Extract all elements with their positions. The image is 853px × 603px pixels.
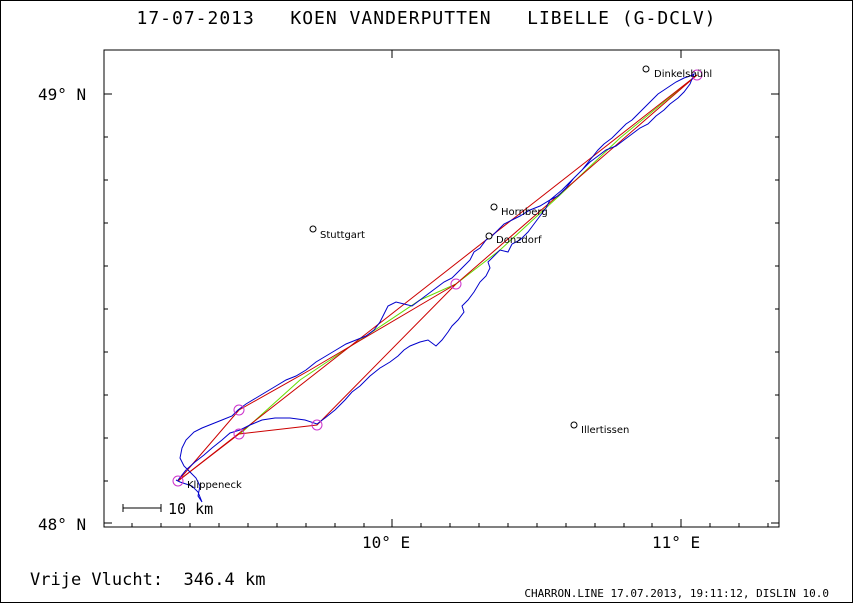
place-illertissen: Illertissen <box>570 421 629 436</box>
bottom-ticks <box>131 519 769 527</box>
place-marker-icon <box>485 232 493 240</box>
scale-label: 10 km <box>168 500 213 518</box>
flight-title: 17-07-2013 KOEN VANDERPUTTEN LIBELLE (G-… <box>0 8 853 29</box>
place-donzdorf: Donzdorf <box>485 232 542 246</box>
pilot-name: KOEN VANDERPUTTEN <box>290 8 492 29</box>
place-hornberg: Hornberg <box>490 203 548 218</box>
map-border <box>103 49 780 528</box>
task-lines <box>177 74 698 482</box>
place-label: Klippeneck <box>187 480 242 491</box>
turnpoint-3 <box>311 419 323 431</box>
turnpoint-5 <box>691 69 703 81</box>
lat-label-49: 49° N <box>38 85 86 104</box>
place-marker-icon <box>642 65 650 73</box>
place-marker-icon <box>570 421 578 429</box>
turnpoint-4 <box>450 278 462 290</box>
turnpoint-2 <box>233 428 245 440</box>
left-ticks <box>104 93 112 524</box>
right-ticks <box>771 93 779 524</box>
place-label: Stuttgart <box>320 230 365 241</box>
summary-distance: 346.4 km <box>183 570 266 590</box>
place-label: Donzdorf <box>496 235 542 246</box>
place-label: Illertissen <box>581 425 629 436</box>
gps-track <box>175 72 695 503</box>
place-label: Hornberg <box>501 207 548 218</box>
place-klippeneck: Klippeneck <box>187 480 242 491</box>
glider-name: LIBELLE (G-DCLV) <box>527 8 717 29</box>
free-flight-summary: Vrije Vlucht: 346.4 km <box>30 570 265 590</box>
place-marker-icon <box>309 225 317 233</box>
place-dinkelsbuehl: Dinkelsbühl <box>642 65 712 80</box>
place-marker-icon <box>490 203 498 211</box>
turnpoints <box>172 69 703 487</box>
lon-label-10: 10° E <box>362 533 410 552</box>
lat-label-48: 48° N <box>38 515 86 534</box>
top-ticks <box>391 50 682 58</box>
place-label: Dinkelsbühl <box>654 69 712 80</box>
summary-label: Vrije Vlucht: <box>30 570 164 590</box>
scale-bar: 10 km <box>122 500 213 518</box>
turnpoint-1 <box>233 404 245 416</box>
lon-label-11: 11° E <box>652 533 700 552</box>
place-stuttgart: Stuttgart <box>309 225 365 241</box>
turnpoint-start <box>172 475 184 487</box>
flight-date: 17-07-2013 <box>136 8 255 29</box>
footer-info: CHARRON.LINE 17.07.2013, 19:11:12, DISLI… <box>524 587 829 600</box>
